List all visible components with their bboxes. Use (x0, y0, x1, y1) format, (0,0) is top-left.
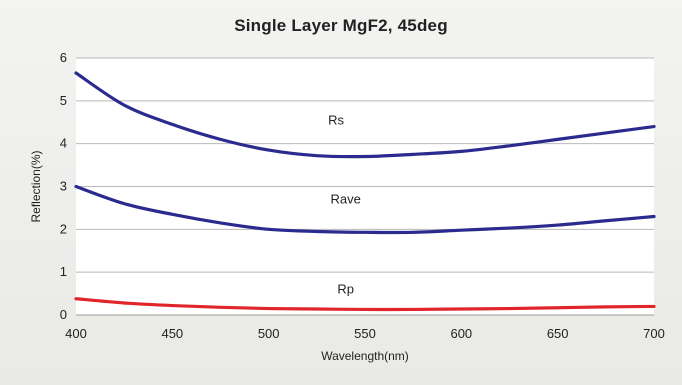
x-tick-label: 450 (161, 326, 183, 341)
x-tick-label: 550 (354, 326, 376, 341)
x-tick-label: 400 (65, 326, 87, 341)
x-axis-label: Wavelength(nm) (321, 349, 409, 363)
y-tick-label: 1 (60, 264, 67, 279)
x-tick-label: 700 (643, 326, 665, 341)
series-line-rave (74, 184, 656, 235)
y-tick-label: 3 (60, 179, 67, 194)
y-axis-label: Reflection(%) (29, 150, 43, 222)
series-label-rave: Rave (331, 192, 361, 207)
x-tick-label: 650 (547, 326, 569, 341)
x-tick-label: 500 (258, 326, 280, 341)
y-tick-label: 4 (60, 136, 67, 151)
series-label-rs: Rs (328, 112, 344, 127)
chart-title: Single Layer MgF2, 45deg (234, 16, 448, 35)
series-label-rp: Rp (337, 282, 354, 297)
y-tick-label: 5 (60, 93, 67, 108)
series-line-rp (74, 297, 656, 312)
x-tick-label: 600 (450, 326, 472, 341)
y-tick-label: 2 (60, 221, 67, 236)
y-tick-label: 6 (60, 50, 67, 65)
series-line-rs (74, 71, 656, 159)
y-tick-label: 0 (60, 307, 67, 322)
